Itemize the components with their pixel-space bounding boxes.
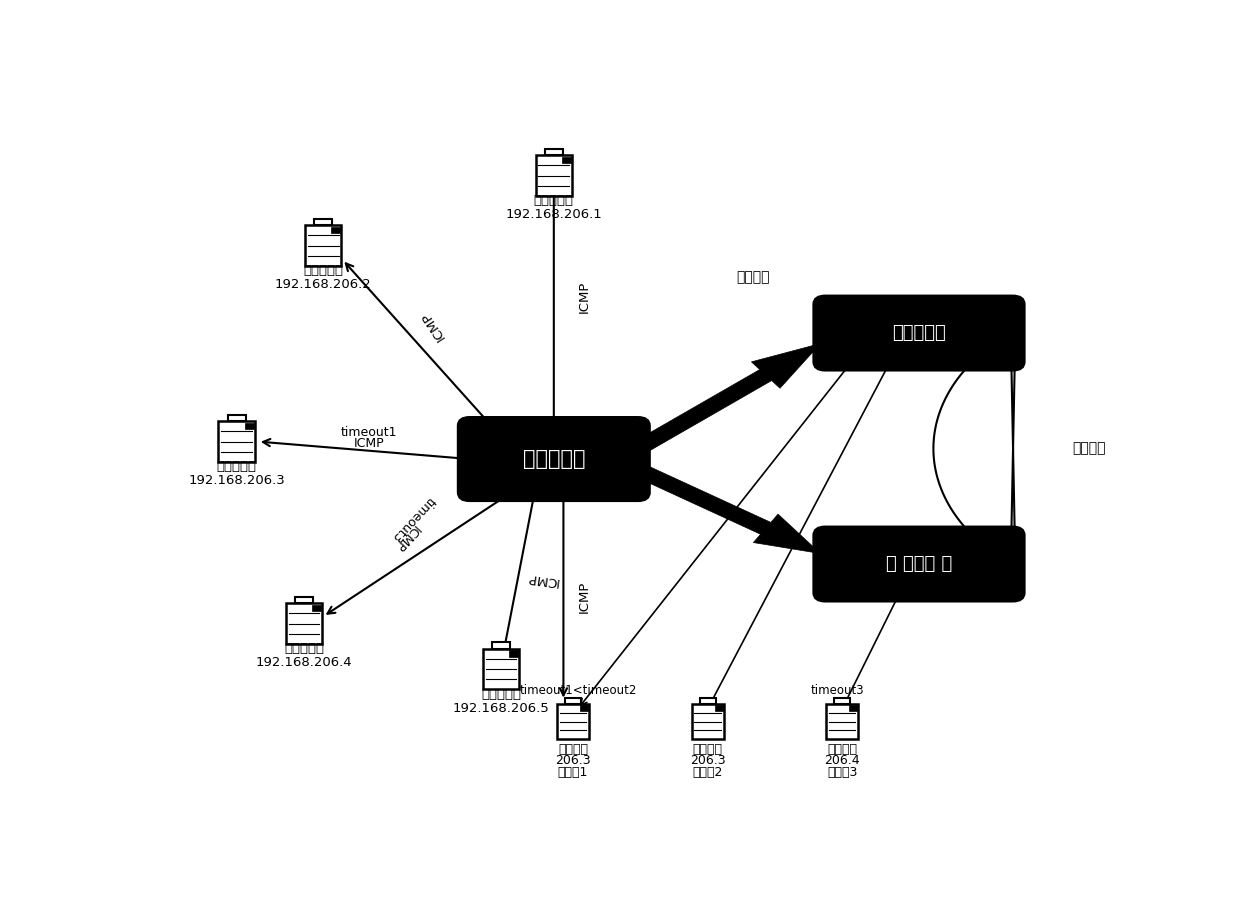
Text: 被检测节点: 被检测节点 <box>284 643 324 655</box>
Polygon shape <box>632 464 821 554</box>
FancyBboxPatch shape <box>826 704 858 739</box>
Text: 206.3: 206.3 <box>556 754 590 767</box>
FancyBboxPatch shape <box>849 705 857 711</box>
FancyBboxPatch shape <box>482 649 520 689</box>
FancyBboxPatch shape <box>692 704 724 739</box>
Text: 192.168.206.4: 192.168.206.4 <box>255 656 352 669</box>
FancyBboxPatch shape <box>312 604 321 611</box>
FancyBboxPatch shape <box>228 415 246 421</box>
Text: 192.168.206.2: 192.168.206.2 <box>275 278 372 292</box>
Text: ICMP: ICMP <box>578 281 590 314</box>
Text: 192.168.206.1: 192.168.206.1 <box>506 208 603 222</box>
FancyBboxPatch shape <box>557 704 589 739</box>
Text: 请求检测: 请求检测 <box>827 743 857 755</box>
FancyBboxPatch shape <box>459 417 650 501</box>
FancyBboxPatch shape <box>536 155 572 195</box>
FancyBboxPatch shape <box>565 698 582 704</box>
Text: timeout1<timeout2: timeout1<timeout2 <box>520 684 636 697</box>
FancyBboxPatch shape <box>244 423 254 429</box>
Text: 客户端1: 客户端1 <box>558 766 588 779</box>
Text: 被检测节点: 被检测节点 <box>481 688 521 701</box>
Text: 备检测节点: 备检测节点 <box>892 324 946 342</box>
Text: 被检测节点: 被检测节点 <box>533 195 574 207</box>
Text: 192.168.206.3: 192.168.206.3 <box>188 474 285 487</box>
FancyBboxPatch shape <box>492 643 510 649</box>
FancyBboxPatch shape <box>813 296 1024 370</box>
FancyBboxPatch shape <box>331 226 341 234</box>
Text: 206.3: 206.3 <box>689 754 725 767</box>
Text: timeout3: timeout3 <box>811 684 864 697</box>
FancyBboxPatch shape <box>510 650 518 657</box>
Text: 请求检测: 请求检测 <box>558 743 588 755</box>
Polygon shape <box>632 344 821 454</box>
FancyBboxPatch shape <box>562 156 572 164</box>
Text: ICMP: ICMP <box>353 436 384 450</box>
Text: timeout1: timeout1 <box>340 426 397 439</box>
Text: ICMP: ICMP <box>391 523 422 554</box>
Text: 心跳机制: 心跳机制 <box>1073 442 1106 455</box>
Text: 主检测节点: 主检测节点 <box>522 449 585 469</box>
Text: 客户端2: 客户端2 <box>692 766 723 779</box>
Text: 被检测节点: 被检测节点 <box>303 265 343 277</box>
FancyBboxPatch shape <box>218 421 255 462</box>
Text: 192.168.206.5: 192.168.206.5 <box>453 702 549 714</box>
FancyBboxPatch shape <box>699 698 715 704</box>
Text: ICMP: ICMP <box>578 580 590 613</box>
FancyBboxPatch shape <box>580 705 588 711</box>
Text: 被检测节点: 被检测节点 <box>217 461 257 474</box>
Text: 备 检测节 点: 备 检测节 点 <box>885 555 952 573</box>
FancyBboxPatch shape <box>714 705 723 711</box>
FancyBboxPatch shape <box>295 596 312 604</box>
FancyBboxPatch shape <box>285 604 322 644</box>
Text: ICMP: ICMP <box>526 570 559 587</box>
FancyBboxPatch shape <box>835 698 851 704</box>
Text: ICMP: ICMP <box>418 308 446 343</box>
Text: timeout3: timeout3 <box>388 494 436 544</box>
Text: 206.4: 206.4 <box>825 754 859 767</box>
FancyBboxPatch shape <box>314 219 332 225</box>
FancyBboxPatch shape <box>813 527 1024 601</box>
Text: 客户端3: 客户端3 <box>827 766 857 779</box>
FancyBboxPatch shape <box>305 225 341 265</box>
Text: 心跳机制: 心跳机制 <box>737 270 770 285</box>
Text: 请求检测: 请求检测 <box>693 743 723 755</box>
FancyBboxPatch shape <box>544 149 563 155</box>
